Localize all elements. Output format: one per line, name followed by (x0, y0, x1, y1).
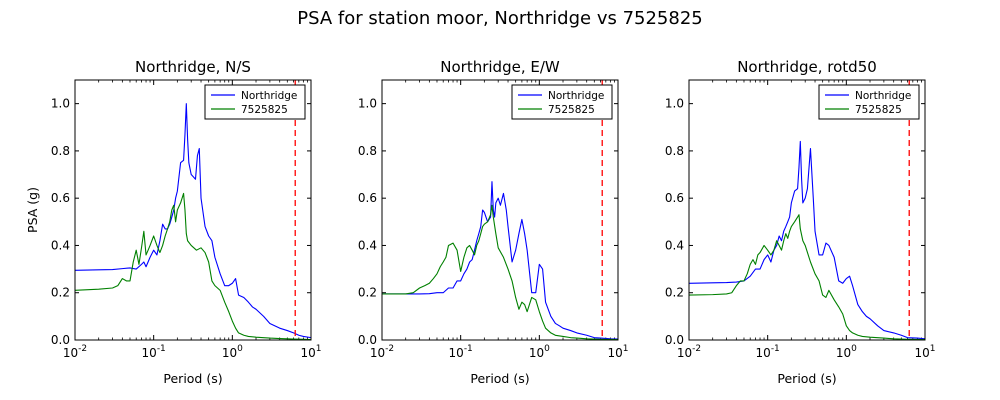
x-tick-label: 10-1 (449, 344, 473, 360)
legend: Northridge 7525825 (204, 84, 306, 120)
y-tick-label: 0.6 (665, 191, 684, 205)
x-tick-label: 101 (607, 344, 628, 360)
y-tick-label: 0.4 (358, 238, 377, 252)
x-tick-label: 10-2 (370, 344, 394, 360)
x-tick-label: 100 (222, 344, 243, 360)
legend-box (204, 84, 306, 120)
y-tick-label: 0.4 (665, 238, 684, 252)
legend-label: Northridge (855, 90, 911, 102)
legend: Northridge 7525825 (818, 84, 920, 120)
y-tick-label: 0.8 (51, 144, 70, 158)
plot-area (75, 80, 311, 340)
plot-frame (688, 79, 926, 341)
legend-label: Northridge (548, 90, 604, 102)
y-tick-label: 1.0 (665, 97, 684, 111)
series-line-simulation (689, 214, 925, 340)
x-tick-label: 10-1 (756, 344, 780, 360)
chart-panel-2: Northridge, E/W 0.0 0.2 0.4 0.6 0.8 1.0 10-2 10-… (358, 58, 629, 386)
plot-area (382, 80, 618, 340)
legend-label: 7525825 (241, 104, 288, 116)
y-tick-label: 0.2 (665, 286, 684, 300)
x-tick-label: 101 (300, 344, 321, 360)
y-tick-label: 0.2 (358, 286, 377, 300)
y-tick-label: 1.0 (358, 97, 377, 111)
y-tick-label: 1.0 (51, 97, 70, 111)
y-tick-label: 0.0 (358, 333, 377, 347)
y-tick-label: 0.6 (51, 191, 70, 205)
y-tick-label: 0.6 (358, 191, 377, 205)
y-tick-label: 0.8 (358, 144, 377, 158)
series-line-simulation (382, 204, 618, 340)
legend-box (511, 84, 613, 120)
series-line-northridge (382, 181, 618, 340)
legend-label: Northridge (241, 90, 297, 102)
legend: Northridge 7525825 (511, 84, 613, 120)
x-axis-label: Period (s) (777, 371, 836, 386)
x-tick-label: 10-1 (142, 344, 166, 360)
x-axis-label: Period (s) (470, 371, 529, 386)
chart-title: Northridge, E/W (440, 58, 560, 76)
x-tick-label: 100 (836, 344, 857, 360)
x-axis-label: Period (s) (163, 371, 222, 386)
y-tick-label: 0.4 (51, 238, 70, 252)
chart-panel-3: Northridge, rotd50 0.0 0.2 0.4 0.6 0.8 1.0 10-2… (665, 58, 936, 386)
chart-title: Northridge, N/S (135, 58, 251, 76)
chart-panel-1: Northridge, N/S 0.0 0.2 0.4 0.6 0.8 1.0 10-2 10-… (25, 58, 322, 386)
x-tick-label: 10-2 (63, 344, 87, 360)
y-tick-label: 0.0 (665, 333, 684, 347)
y-tick-label: 0.0 (51, 333, 70, 347)
series-line-northridge (689, 140, 925, 340)
figure-title: PSA for station moor, Northridge vs 7525… (297, 8, 703, 29)
legend-label: 7525825 (548, 104, 595, 116)
legend-label: 7525825 (855, 104, 902, 116)
plot-frame (74, 79, 312, 341)
y-tick-label: 0.2 (51, 286, 70, 300)
series-line-simulation (75, 192, 311, 340)
y-tick-label: 0.8 (665, 144, 684, 158)
x-tick-label: 100 (529, 344, 550, 360)
x-tick-label: 101 (914, 344, 935, 360)
series-line-northridge (75, 103, 311, 339)
plot-area (689, 80, 925, 340)
legend-box (818, 84, 920, 120)
x-tick-label: 10-2 (677, 344, 701, 360)
plot-frame (381, 79, 619, 341)
y-axis-label: PSA (g) (25, 187, 40, 233)
chart-title: Northridge, rotd50 (737, 58, 877, 76)
